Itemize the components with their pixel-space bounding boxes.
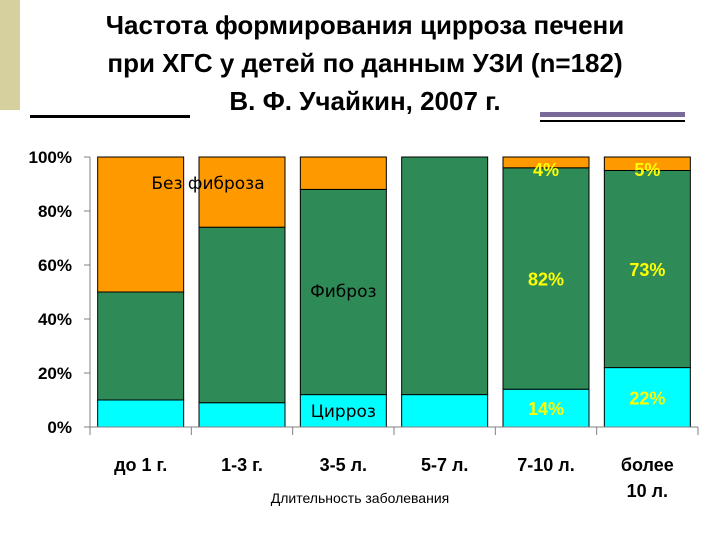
data-label: 5% bbox=[634, 160, 660, 180]
decorative-strip bbox=[0, 0, 20, 110]
series-annotation: Цирроз bbox=[311, 402, 376, 422]
bar-segment bbox=[299, 156, 387, 190]
data-label: 73% bbox=[629, 260, 665, 280]
series-annotation: Фиброз bbox=[310, 282, 376, 302]
title-underline-right bbox=[540, 120, 685, 122]
x-tick-label: 1-3 г. bbox=[221, 455, 263, 475]
x-tick-label: 3-5 л. bbox=[320, 455, 367, 475]
y-tick-label: 0% bbox=[47, 418, 72, 437]
bar-segment bbox=[97, 156, 185, 293]
bar-segment bbox=[502, 167, 590, 390]
data-label: 82% bbox=[528, 270, 564, 290]
bar-segment bbox=[198, 156, 286, 228]
page-title: Частота формирования цирроза печени при … bbox=[30, 6, 700, 120]
y-tick-label: 20% bbox=[38, 364, 72, 383]
title-line-3: В. Ф. Учайкин, 2007 г. bbox=[229, 86, 501, 116]
bar-segment bbox=[603, 367, 691, 428]
bar-segment bbox=[502, 388, 590, 428]
bar-segment bbox=[502, 156, 590, 169]
title-line-2: при ХГС у детей по данным УЗИ (n=182) bbox=[107, 48, 623, 78]
bar-segment bbox=[198, 402, 286, 428]
x-tick-label: 7-10 л. bbox=[517, 455, 574, 475]
x-tick-label: до 1 г. bbox=[114, 455, 167, 475]
bar-segment bbox=[299, 188, 387, 396]
y-tick-label: 40% bbox=[38, 310, 72, 329]
bar-segment bbox=[603, 156, 691, 171]
title-underline-left bbox=[30, 115, 190, 118]
bar-segment bbox=[198, 226, 286, 404]
y-tick-label: 100% bbox=[29, 148, 72, 167]
series-annotation: Без фиброза bbox=[151, 174, 264, 194]
x-tick-label: более 10 л. bbox=[621, 455, 674, 501]
x-tick-label: 5-7 л. bbox=[421, 455, 468, 475]
bar-segment bbox=[401, 394, 489, 428]
data-label: 14% bbox=[528, 399, 564, 419]
bar-segment bbox=[97, 399, 185, 428]
data-label: 4% bbox=[533, 160, 559, 180]
title-line-1: Частота формирования цирроза печени bbox=[105, 10, 625, 40]
y-tick-label: 60% bbox=[38, 256, 72, 275]
y-tick-label: 80% bbox=[38, 202, 72, 221]
bar-segment bbox=[603, 170, 691, 369]
bar-segment bbox=[97, 291, 185, 401]
x-axis-title: Длительность заболевания bbox=[271, 490, 449, 506]
bar-segment bbox=[401, 156, 489, 396]
title-underline-right-accent bbox=[540, 112, 685, 117]
data-label: 22% bbox=[629, 388, 665, 408]
